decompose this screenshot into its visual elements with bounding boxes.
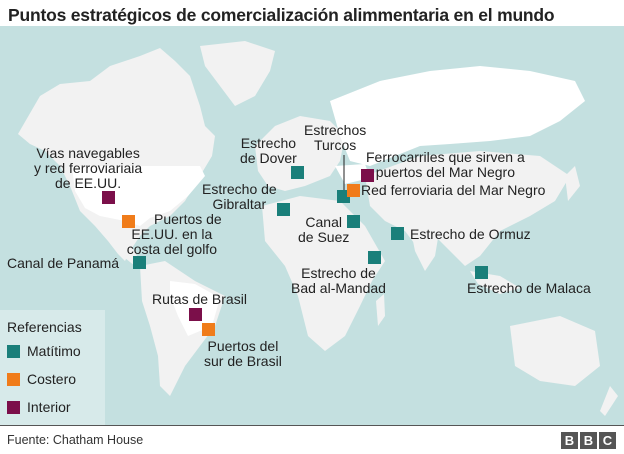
map-title: Puntos estratégicos de comercialización … — [8, 5, 555, 25]
label-line: costa del golfo — [126, 241, 217, 257]
marker-suez[interactable] — [347, 215, 360, 228]
label-line: de Dover — [240, 150, 297, 166]
label-dover: Estrecho de Dover — [240, 136, 297, 166]
label-line: de Suez — [298, 229, 350, 245]
label-line: Estrecho — [240, 135, 297, 151]
source-text: Fuente: Chatham House — [7, 433, 144, 447]
world-map: Vías navegables y red ferroviariaia de E… — [0, 26, 624, 425]
label-line: Estrecho de Ormuz — [410, 226, 531, 242]
label-line: Vías navegables — [36, 145, 140, 161]
marker-red-mar-negro[interactable] — [347, 184, 360, 197]
label-red-mar-negro: Red ferroviaria del Mar Negro — [361, 183, 545, 198]
bbc-logo-letter: C — [599, 432, 616, 449]
label-line: Estrecho de Malaca — [467, 280, 591, 296]
label-line: Gibraltar — [212, 196, 267, 212]
label-line: de EE.UU. — [55, 175, 122, 191]
legend-swatch-coastal — [7, 372, 20, 386]
label-bab: Estrecho de Bad al-Mandad — [291, 266, 386, 296]
label-line: Estrechos — [304, 122, 367, 138]
label-line: Red ferroviaria del Mar Negro — [361, 182, 546, 198]
legend-item-coastal: Costero — [7, 371, 76, 387]
marker-panama[interactable] — [133, 256, 146, 269]
label-puertos-brasil: Puertos del sur de Brasil — [204, 339, 282, 369]
label-line: Turcos — [313, 137, 357, 153]
marker-puertos-brasil[interactable] — [202, 323, 215, 336]
label-turcos: Estrechos Turcos — [304, 123, 366, 153]
legend-swatch-interior — [7, 400, 20, 414]
marker-bab[interactable] — [368, 251, 381, 264]
label-line: Bad al-Mandad — [291, 280, 386, 296]
bbc-logo-letter: B — [561, 432, 578, 449]
label-ormuz: Estrecho de Ormuz — [410, 227, 531, 242]
label-ferro-mar-negro: Ferrocarriles que sirven a puertos del M… — [366, 150, 525, 180]
label-malaca: Estrecho de Malaca — [467, 281, 591, 296]
label-line: Estrecho de — [202, 181, 277, 197]
label-gibraltar: Estrecho de Gibraltar — [202, 182, 277, 212]
label-line: y red ferroviariaia — [34, 160, 143, 176]
marker-malaca[interactable] — [475, 266, 488, 279]
legend-label: Matítimo — [27, 343, 81, 359]
bbc-logo-letter: B — [580, 432, 597, 449]
label-line: EE.UU. en la — [131, 226, 213, 242]
marker-dover[interactable] — [291, 166, 304, 179]
label-line: Ferrocarriles que sirven a — [366, 149, 525, 165]
marker-vias-eeuu[interactable] — [102, 191, 115, 204]
label-vias-eeuu: Vías navegables y red ferroviariaia de E… — [34, 146, 142, 191]
label-puertos-golfo: Puertos de EE.UU. en la costa del golfo — [122, 212, 222, 257]
marker-turcos[interactable] — [337, 190, 350, 203]
label-suez: Canal de Suez — [298, 215, 349, 245]
bbc-logo: B B C — [561, 432, 616, 449]
label-line: sur de Brasil — [204, 353, 282, 369]
legend-label: Costero — [27, 371, 77, 387]
label-line: Canal de Panamá — [7, 255, 120, 271]
label-line: Puertos del — [207, 338, 279, 354]
marker-puertos-golfo[interactable] — [122, 215, 135, 228]
marker-gibraltar[interactable] — [277, 203, 290, 216]
label-line: Estrecho de — [301, 265, 376, 281]
legend: Referencias Matítimo Costero Interior — [0, 310, 105, 425]
label-line: puertos del Mar Negro — [375, 164, 516, 180]
label-panama: Canal de Panamá — [7, 256, 119, 271]
label-rutas-brasil: Rutas de Brasil — [152, 292, 247, 307]
marker-ormuz[interactable] — [391, 227, 404, 240]
legend-item-interior: Interior — [7, 399, 71, 415]
label-line: Canal — [305, 214, 342, 230]
marker-rutas-brasil[interactable] — [189, 308, 202, 321]
legend-item-maritime: Matítimo — [7, 343, 81, 359]
legend-label: Interior — [27, 399, 71, 415]
label-line: Puertos de — [154, 211, 222, 227]
marker-ferro-mar-negro[interactable] — [361, 169, 374, 182]
label-line: Rutas de Brasil — [152, 291, 247, 307]
legend-title: Referencias — [7, 319, 82, 335]
footer-divider — [0, 425, 624, 426]
legend-swatch-maritime — [7, 344, 20, 358]
